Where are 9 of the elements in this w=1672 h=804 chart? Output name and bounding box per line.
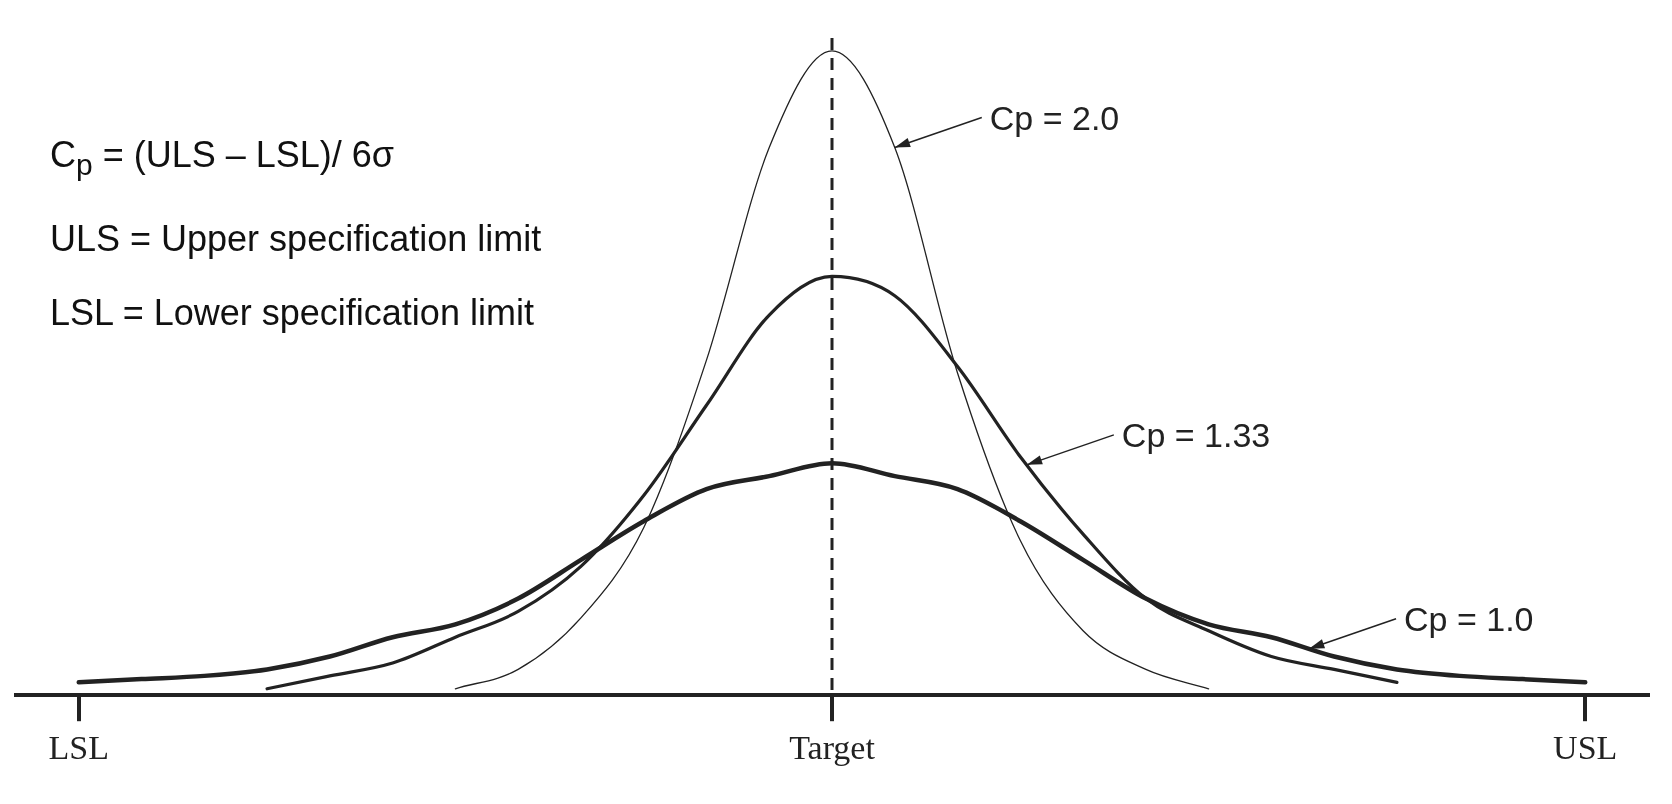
annotation: C$_{p}$ = (ULS – LSL)/ 6σ — [50, 133, 396, 184]
annotation: LSL = Lower specification limit — [50, 291, 535, 336]
x-tick-label: USL — [1553, 728, 1618, 766]
x-tick-label: Target — [789, 728, 876, 766]
x-tick-label: LSL — [48, 728, 109, 766]
annotation: ULS = Upper specification limit — [50, 217, 542, 262]
legend-label: Cp = 1.0 — [1404, 598, 1534, 639]
legend-label: Cp = 1.33 — [1121, 414, 1271, 455]
legend-label: Cp = 2.0 — [989, 97, 1120, 138]
